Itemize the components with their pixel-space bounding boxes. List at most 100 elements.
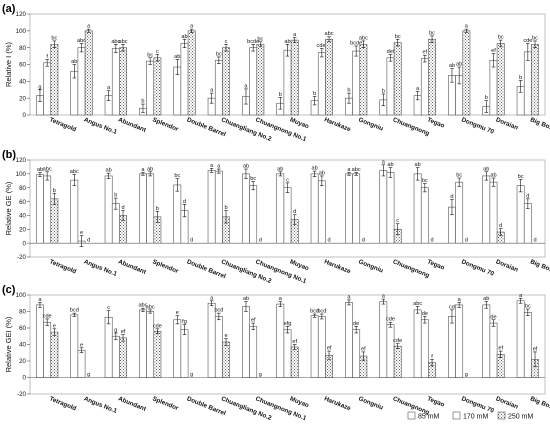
significance-letter: a: [347, 294, 351, 300]
bar: [207, 302, 216, 378]
category-label: Angus No.1: [83, 258, 119, 278]
bar: [379, 301, 388, 378]
y-tick-label: 40: [19, 79, 26, 86]
bar: [523, 203, 532, 244]
significance-letter: abc: [413, 301, 422, 307]
bar: [428, 38, 436, 116]
significance-letter: bcd: [317, 308, 326, 314]
significance-letter: ef: [292, 339, 297, 345]
y-tick-label: 80: [19, 309, 26, 316]
significance-letter: bc: [518, 174, 524, 180]
bar: [290, 39, 299, 116]
bar: [482, 175, 491, 244]
y-tick-label: 100: [16, 28, 27, 35]
y-tick-label: 60: [19, 199, 26, 206]
panel-label: (b): [2, 149, 16, 161]
bar: [207, 170, 216, 244]
significance-letter: bcde: [350, 40, 362, 46]
significance-letter: d: [450, 194, 453, 200]
significance-letter: bc: [498, 35, 504, 41]
bar: [352, 329, 361, 378]
significance-letter: a: [416, 86, 420, 92]
significance-letter: e: [53, 323, 56, 329]
significance-letter: cde: [393, 338, 402, 344]
category-label: Big Boss: [529, 258, 550, 275]
significance-letter: c: [107, 305, 110, 311]
significance-letter: abc: [352, 167, 361, 173]
bar: [242, 306, 250, 378]
significance-letter: g: [465, 372, 468, 378]
bar: [146, 173, 155, 244]
bar: [310, 315, 319, 378]
category-label: Harukaze: [323, 116, 352, 133]
bar: [146, 60, 155, 116]
significance-letter: ab: [284, 39, 290, 45]
bar: [214, 316, 223, 378]
category-label: Gongniu: [357, 258, 384, 274]
bar: [516, 185, 525, 244]
category-label: Angus No.1: [83, 116, 119, 136]
significance-letter: de: [353, 321, 359, 327]
category-label: Chuangnong: [392, 258, 431, 279]
bar: [36, 174, 44, 244]
significance-letter: bc: [250, 176, 256, 182]
bar: [119, 47, 127, 116]
significance-letter: ab: [277, 166, 283, 172]
bar: [359, 43, 368, 116]
significance-letter: ab: [243, 296, 249, 302]
bar: [413, 309, 422, 378]
y-tick-label: 20: [19, 358, 26, 365]
bar: [256, 43, 265, 116]
significance-letter: ab: [456, 62, 462, 68]
category-label: Muyao: [289, 116, 310, 130]
significance-letter: a: [347, 167, 351, 173]
bar: [496, 43, 505, 116]
y-tick-label: 120: [16, 157, 27, 164]
significance-letter: b: [382, 88, 385, 94]
significance-letter: a: [244, 83, 248, 89]
significance-letter: a: [382, 159, 386, 165]
bar: [489, 181, 498, 244]
bar: [386, 57, 395, 116]
bar: [455, 304, 464, 378]
bar: [242, 173, 250, 244]
category-label: Chuangnong: [392, 116, 431, 137]
legend-swatch: [407, 411, 416, 420]
significance-letter: a: [190, 24, 194, 30]
significance-letter: bcde: [247, 39, 259, 45]
bar: [50, 331, 59, 378]
category-label: Abundant: [117, 395, 148, 413]
significance-letter: b: [224, 205, 227, 211]
significance-letter: ab: [483, 296, 489, 302]
significance-letter: d: [430, 238, 433, 244]
significance-letter: ab: [37, 167, 43, 173]
significance-letter: abc: [77, 38, 86, 44]
category-label: Dongmu 70: [460, 258, 495, 278]
significance-letter: c: [156, 49, 159, 55]
bar: [187, 30, 196, 116]
category-label: Abundant: [117, 258, 148, 276]
bar: [420, 58, 429, 116]
significance-letter: ef: [327, 346, 332, 352]
bar: [50, 43, 59, 116]
legend-swatch: [452, 411, 461, 420]
significance-letter: abc: [359, 35, 368, 41]
category-label: Muyao: [289, 395, 310, 409]
significance-letter: ef: [491, 48, 496, 54]
bar: [276, 173, 285, 244]
y-tick-label: 80: [19, 45, 26, 52]
bar: [352, 50, 361, 116]
significance-letter: cde: [386, 317, 395, 323]
significance-letter: ab: [181, 34, 187, 40]
legend-label: 85 mM: [418, 414, 440, 421]
significance-letter: bcd: [214, 308, 223, 314]
category-label: Angus No.1: [83, 395, 119, 415]
significance-letter: ef: [422, 50, 427, 56]
bar: [111, 48, 120, 116]
significance-letter: cde: [523, 38, 532, 44]
legend-label: 170 mM: [463, 414, 488, 421]
